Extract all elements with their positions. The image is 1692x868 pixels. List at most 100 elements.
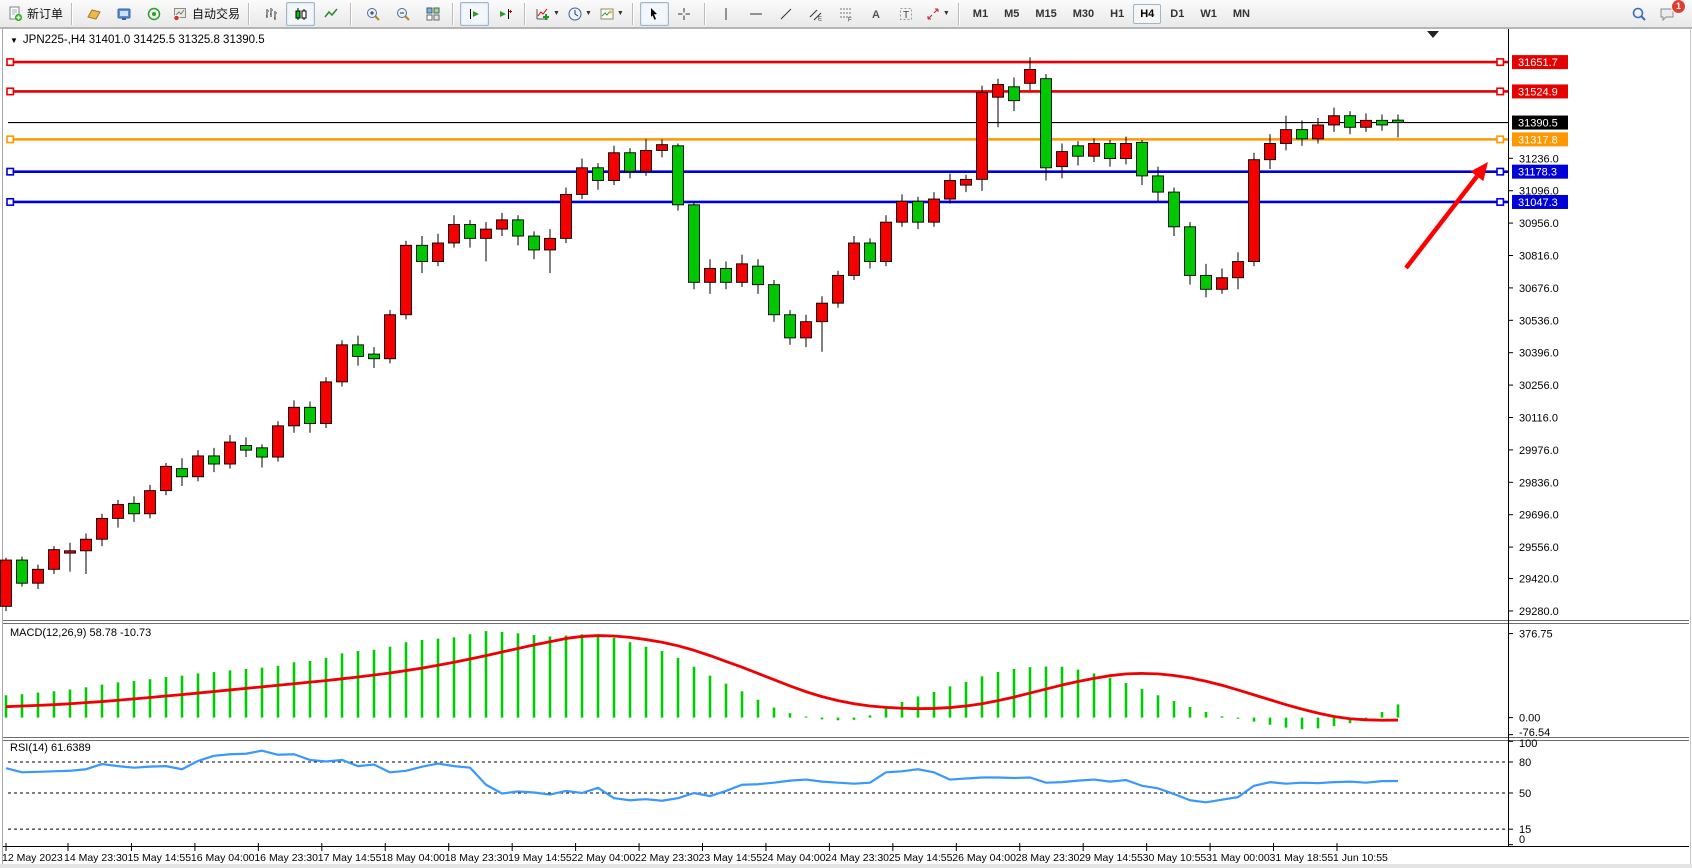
fibonacci-icon: F [840,8,852,22]
timeframe-button-h1[interactable]: H1 [1110,7,1125,20]
channel-tool-button[interactable]: E [802,2,831,26]
svg-text:30256.0: 30256.0 [1519,380,1559,392]
horizontal-line-tool-button[interactable] [742,2,771,26]
panel-frame [0,28,1692,868]
crosshair-icon [678,7,691,20]
zoom-in-icon [366,7,380,21]
templates-button[interactable]: ▼ [596,2,627,26]
indicators-button[interactable]: ▼ [532,2,563,26]
svg-text:16 May 23:30: 16 May 23:30 [254,852,318,864]
chart-shift-button[interactable] [490,2,519,26]
svg-text:23 May 14:55: 23 May 14:55 [699,852,763,864]
collapse-triangle-icon[interactable]: ▼ [10,36,18,45]
dropdown-caret: ▼ [616,10,624,17]
timeframe-button-h4[interactable]: H4 [1133,3,1162,24]
svg-text:E: E [818,16,822,22]
signals-button[interactable] [139,2,168,26]
annotation-arrow [1404,162,1488,270]
bar-chart-button[interactable] [256,2,285,26]
svg-text:376.75: 376.75 [1519,629,1553,641]
chart-shift-icon [499,8,512,19]
svg-text:29556.0: 29556.0 [1519,542,1559,554]
toolbar-separator [348,2,356,25]
vertical-line-icon [725,7,727,20]
timeframe-button-mn[interactable]: MN [1232,7,1250,20]
svg-text:29836.0: 29836.0 [1519,477,1559,489]
candlestick-icon [295,7,307,20]
svg-text:31390.5: 31390.5 [1518,118,1558,130]
indicators-icon [536,8,550,20]
svg-text:30816.0: 30816.0 [1519,250,1559,262]
signal-icon [147,7,160,20]
svg-text:24 May 04:00: 24 May 04:00 [762,852,826,864]
svg-text:31178.3: 31178.3 [1518,167,1557,179]
svg-text:29696.0: 29696.0 [1519,510,1559,522]
macd-panel: 376.75 0.00 -76.54 [4,629,1553,739]
svg-text:31524.9: 31524.9 [1518,86,1558,98]
timeframe-button-w1[interactable]: W1 [1200,7,1217,20]
svg-text:29420.0: 29420.0 [1519,574,1559,586]
autotrading-button[interactable]: 自动交易 [169,2,243,26]
trendline-tool-button[interactable] [772,2,801,26]
text-tool-button[interactable]: A [862,2,891,26]
horizontal-line-icon [750,13,763,14]
dropdown-caret: ▼ [584,10,592,17]
svg-text:19 May 14:55: 19 May 14:55 [508,852,572,864]
svg-text:30 May 10:55: 30 May 10:55 [1143,852,1207,864]
rsi-panel: 100 80 50 150 [5,738,1537,846]
new-order-button[interactable]: 新订单 [4,2,66,26]
arrows-icon [927,8,939,19]
new-order-icon [9,6,23,21]
chart-symbol-header[interactable]: ▼ JPN225-,H4 31401.0 31425.5 31325.8 3139… [10,34,265,46]
svg-text:30396.0: 30396.0 [1519,348,1559,360]
svg-text:14 May 23:30: 14 May 23:30 [64,852,128,864]
timeframe-button-m1[interactable]: M1 [972,7,989,20]
toolbar-separator [246,2,254,25]
monitor-icon [117,8,131,20]
svg-text:31317.8: 31317.8 [1518,134,1558,146]
market-watch-button[interactable] [109,2,138,26]
text-label-tool-button[interactable]: T [892,2,921,26]
auto-scroll-button[interactable] [460,1,490,26]
search-button[interactable] [1624,2,1653,26]
profile-button[interactable] [79,2,108,26]
periods-button[interactable]: ▼ [564,2,595,26]
tile-windows-button[interactable] [418,2,447,26]
text-label-icon: T [900,7,913,21]
svg-text:15: 15 [1519,824,1531,836]
bar-chart-icon [265,7,277,20]
fibonacci-tool-button[interactable]: F [832,2,861,26]
zoom-out-button[interactable] [388,2,417,26]
svg-text:A: A [872,9,880,21]
cursor-button[interactable] [639,1,669,26]
main-toolbar: 新订单 自动交易 ▼ ▼ [0,0,1692,28]
timeframe-button-d1[interactable]: D1 [1170,7,1185,20]
candlestick-chart-button[interactable] [286,1,316,26]
candlesticks [0,57,1404,611]
svg-text:F: F [848,17,852,22]
chat-button[interactable]: 1 [1653,0,1686,26]
search-icon [1632,7,1646,21]
arrows-tool-button[interactable]: ▼ [922,2,953,26]
svg-text:30116.0: 30116.0 [1519,412,1558,424]
vertical-line-tool-button[interactable] [712,2,741,26]
zoom-out-icon [396,7,410,21]
timeframe-button-m5[interactable]: M5 [1004,7,1020,20]
toolbar-separator [522,2,530,25]
svg-text:31096.0: 31096.0 [1519,186,1559,198]
rsi-indicator-label: RSI(14) 61.6389 [10,742,91,754]
timeframe-button-m15[interactable]: M15 [1035,7,1057,20]
auto-scroll-icon [469,8,479,19]
zoom-in-button[interactable] [358,2,387,26]
timeframe-button-m30[interactable]: M30 [1072,7,1095,20]
toolbar-separator [701,2,709,25]
line-chart-button[interactable] [316,2,345,26]
svg-text:30956.0: 30956.0 [1519,218,1559,230]
toolbar-separator [69,2,77,25]
time-axis: 12 May 2023 14 May 23:30 15 May 14:55 16 Ma… [2,843,1388,864]
svg-text:22 May 23:30: 22 May 23:30 [635,852,699,864]
crosshair-button[interactable] [670,2,699,26]
svg-text:30676.0: 30676.0 [1519,283,1559,295]
